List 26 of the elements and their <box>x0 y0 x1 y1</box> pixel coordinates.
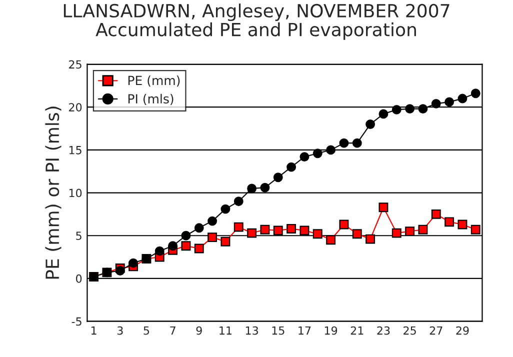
x-tick-label: 11 <box>220 326 232 335</box>
legend-label: PI (mls) <box>128 94 174 106</box>
y-tick-label: 10 <box>69 188 82 198</box>
y-axis-title: PE (mm) or PI (mls) <box>45 106 62 279</box>
x-tick-label: 17 <box>298 326 311 335</box>
y-tick-label: 25 <box>69 60 82 69</box>
y-tick-label: -5 <box>72 317 82 326</box>
x-tick-label: 1 <box>91 326 96 335</box>
y-tick-label: 5 <box>76 232 82 240</box>
x-tick-label: 9 <box>196 326 202 335</box>
x-tick-label: 7 <box>170 326 176 335</box>
x-tick-label: 23 <box>377 326 390 335</box>
x-tick-label: 29 <box>456 326 469 335</box>
x-tick-label: 13 <box>246 326 258 335</box>
x-tick-label: 25 <box>404 326 416 335</box>
x-tick-label: 15 <box>272 326 284 335</box>
legend-label: PE (mm) <box>128 76 180 87</box>
y-tick-label: 20 <box>69 103 82 112</box>
chart-title: LLANSADWRN, Anglesey, NOVEMBER 2007 Accumulated PE and PI evaporation <box>64 4 450 40</box>
x-tick-label: 5 <box>144 326 150 335</box>
x-tick-label: 27 <box>430 326 442 335</box>
y-tick-label: 15 <box>69 146 82 154</box>
x-tick-label: 3 <box>117 326 123 335</box>
x-tick-label: 19 <box>324 326 338 335</box>
x-tick-label: 21 <box>350 326 364 335</box>
y-tick-label: 0 <box>76 274 82 283</box>
